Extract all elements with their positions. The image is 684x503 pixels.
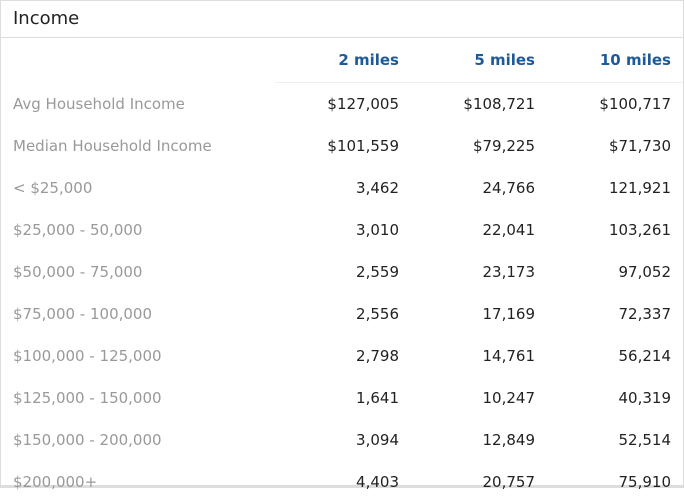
- cell-value: 52,514: [618, 431, 672, 449]
- row-label: $150,000 - 200,000: [13, 431, 162, 449]
- cell-value: 75,910: [618, 473, 672, 491]
- table-row: Median Household Income $101,559 $79,225 $7…: [1, 125, 683, 167]
- cell-value: $71,730: [608, 137, 671, 155]
- cell-value: 3,094: [356, 431, 399, 449]
- cell-value: 2,556: [356, 305, 399, 323]
- cell-value: 4,403: [356, 473, 399, 491]
- cell-value: 10,247: [482, 389, 536, 407]
- table-row: $200,000+ 4,403 20,757 75,910: [1, 461, 683, 503]
- cell-value: 22,041: [482, 221, 536, 239]
- row-label: $75,000 - 100,000: [13, 305, 153, 323]
- column-header: 10 miles: [547, 38, 683, 83]
- cell-value: 3,462: [356, 179, 399, 197]
- table-row: $150,000 - 200,000 3,094 12,849 52,514: [1, 419, 683, 461]
- table-row: $75,000 - 100,000 2,556 17,169 72,337: [1, 293, 683, 335]
- cell-value: 103,261: [608, 221, 671, 239]
- row-label: < $25,000: [13, 179, 93, 197]
- row-label: $200,000+: [13, 473, 98, 491]
- row-label: $25,000 - 50,000: [13, 221, 143, 239]
- cell-value: 72,337: [618, 305, 672, 323]
- row-label: $50,000 - 75,000: [13, 263, 143, 281]
- cell-value: $127,005: [327, 95, 399, 113]
- cell-value: $79,225: [472, 137, 535, 155]
- cell-value: 2,798: [356, 347, 399, 365]
- cell-value: $108,721: [463, 95, 535, 113]
- cell-value: 14,761: [482, 347, 536, 365]
- cell-value: 2,559: [356, 263, 399, 281]
- cell-value: $100,717: [599, 95, 671, 113]
- column-header: 2 miles: [275, 38, 411, 83]
- row-label: Median Household Income: [13, 137, 212, 155]
- table-row: $50,000 - 75,000 2,559 23,173 97,052: [1, 251, 683, 293]
- cell-value: 23,173: [482, 263, 536, 281]
- row-label: Avg Household Income: [13, 94, 185, 113]
- cell-value: $101,559: [327, 137, 399, 155]
- cell-value: 12,849: [482, 431, 536, 449]
- table-row: < $25,000 3,462 24,766 121,921: [1, 167, 683, 209]
- income-card: Income 2 miles 5 miles 10 miles Avg Househo…: [0, 0, 684, 491]
- income-table: 2 miles 5 miles 10 miles Avg Household Inco…: [1, 38, 683, 503]
- table-row: $125,000 - 150,000 1,641 10,247 40,319: [1, 377, 683, 419]
- cell-value: 97,052: [618, 263, 672, 281]
- card-title: Income: [1, 1, 683, 38]
- cell-value: 20,757: [482, 473, 536, 491]
- cell-value: 56,214: [618, 347, 672, 365]
- blank-header: [1, 38, 275, 83]
- cell-value: 40,319: [618, 389, 672, 407]
- cell-value: 24,766: [482, 179, 536, 197]
- row-label: $100,000 - 125,000: [13, 347, 162, 365]
- table-row: $100,000 - 125,000 2,798 14,761 56,214: [1, 335, 683, 377]
- cell-value: 1,641: [356, 389, 399, 407]
- row-label: $125,000 - 150,000: [13, 389, 162, 407]
- cell-value: 3,010: [356, 221, 399, 239]
- cell-value: 121,921: [608, 179, 671, 197]
- table-row: Avg Household Income $127,005 $108,721 $100…: [1, 83, 683, 126]
- column-header: 5 miles: [411, 38, 547, 83]
- cell-value: 17,169: [482, 305, 536, 323]
- table-row: $25,000 - 50,000 3,010 22,041 103,261: [1, 209, 683, 251]
